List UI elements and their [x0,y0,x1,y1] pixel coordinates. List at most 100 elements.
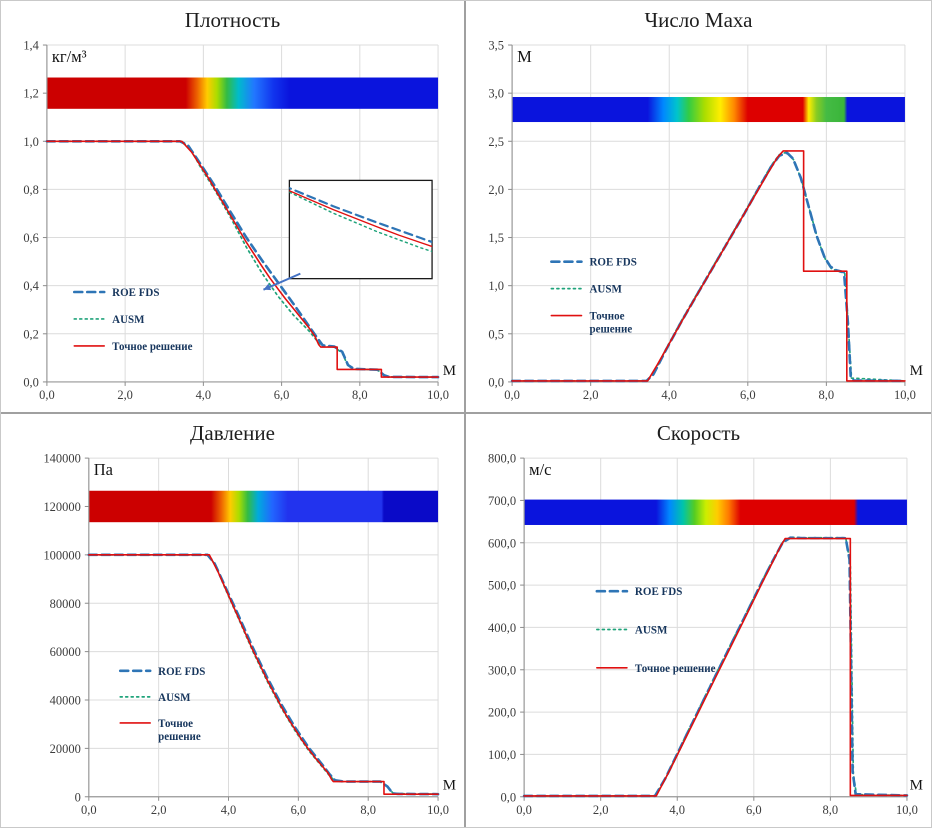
legend-label: AUSM [158,692,191,704]
x-tick-label: 8,0 [360,803,376,817]
x-tick-label: 6,0 [274,388,290,402]
colorbar-strip [524,499,907,525]
unit-label: Па [94,460,114,479]
x-tick-label: 2,0 [583,388,599,402]
x-axis-label: М [910,363,923,379]
pressure-plot: 0 20000 40000 60000 80000 100000 120000 140000 0… [43,452,456,817]
y-tick-label: 2,5 [488,135,504,149]
x-tick-label: 10,0 [427,388,449,402]
x-tick-label: 4,0 [661,388,677,402]
x-axis-label: М [443,778,456,794]
x-tick-label: 4,0 [196,388,212,402]
x-tick-label: 2,0 [593,803,609,817]
x-tick-label: 0,0 [39,388,55,402]
legend-label: AUSM [589,284,622,296]
legend-label-line: ROE FDS [158,666,205,678]
series-exact [511,150,906,382]
x-tick-label: 8,0 [352,388,368,402]
x-tick-label: 6,0 [291,803,307,817]
y-tick-label: 700,0 [488,494,516,508]
chart-title-velocity: Скорость [656,421,741,445]
x-tick-label: 6,0 [740,388,756,402]
colorbar-strip [46,77,439,109]
series-exact [88,554,439,795]
legend-label-line: Точное решение [635,663,716,675]
x-axis-label: М [910,778,923,794]
legend-label: AUSM [112,314,145,326]
mach-plot: 0,0 0,5 1,0 1,5 2,0 2,5 3,0 3,5 0,0 2,0 4,0 6,0 8,0 1… [488,39,923,402]
x-tick-label: 8,0 [823,803,839,817]
y-tick-label: 1,2 [23,87,39,101]
legend-label: ROE FDS [158,666,205,678]
chart-panel-velocity: Скорость 0,0 100,0 200,0 300,0 400,0 500,0 600… [466,414,931,827]
legend-label-line: решение [158,731,201,743]
x-tick-label: 10,0 [896,803,918,817]
legend-label: ROE FDS [112,287,159,299]
legend-label-line: AUSM [158,692,191,704]
colorbar-strip [88,490,439,523]
y-tick-label: 300,0 [488,663,516,677]
unit-label: кг/м³ [52,47,87,66]
y-tick-label: 0,0 [488,375,504,389]
y-tick-label: 1,4 [23,39,39,53]
y-tick-label: 40000 [50,693,81,707]
y-tick-label: 100000 [43,548,80,562]
y-tick-label: 1,5 [488,231,504,245]
y-tick-label: 0,2 [23,327,39,341]
chart-title-density: Плотность [184,8,281,32]
y-tick-label: 1,0 [488,279,504,293]
gridlines [511,44,906,383]
x-tick-label: 10,0 [894,388,916,402]
y-tick-label: 60000 [50,645,81,659]
unit-label: м/с [529,460,551,479]
y-tick-label: 200,0 [488,706,516,720]
y-tick-label: 500,0 [488,579,516,593]
series-ausm [511,151,906,382]
legend-label-line: Точное [589,311,624,323]
legend-label-line: Точное решение [112,341,192,353]
series-roe [510,151,907,383]
legend-label: Точное решение [589,311,632,336]
x-tick-label: 2,0 [117,388,133,402]
x-tick-label: 8,0 [819,388,835,402]
inset-zoom-box [288,179,433,280]
density-plot: 0,0 0,2 0,4 0,6 0,8 1,0 1,2 1,4 0,0 2,0 4,0 6,0 8,0 1… [23,39,456,402]
y-tick-label: 0,0 [500,790,516,804]
x-tick-label: 10,0 [427,803,449,817]
y-tick-label: 0,5 [488,327,504,341]
chart-panel-mach: Число Маха 0,0 0,5 1,0 1,5 2,0 2,5 3,0 3,5 0,0 2,… [466,1,931,414]
legend-label-line: ROE FDS [589,257,636,269]
legend-label: Точное решение [158,718,201,743]
y-tick-label: 80000 [50,597,81,611]
y-tick-label: 3,5 [488,39,504,53]
x-tick-label: 6,0 [746,803,762,817]
y-tick-label: 0,6 [23,231,39,245]
y-tick-label: 140000 [43,452,80,466]
series-exact [46,140,439,378]
legend-label: Точное решение [635,663,716,675]
legend-label: Точное решение [112,341,192,353]
legend-label: ROE FDS [635,586,682,598]
series-exact [523,537,908,797]
y-tick-label: 600,0 [488,536,516,550]
legend-label: AUSM [635,624,668,636]
y-tick-label: 1,0 [23,135,39,149]
legend-label-line: AUSM [112,314,145,326]
y-tick-label: 20000 [50,742,81,756]
series-roe [87,553,440,796]
legend-label: ROE FDS [589,257,636,269]
inset-series-exact [289,189,433,248]
series-ausm [87,554,439,795]
x-tick-label: 0,0 [516,803,532,817]
legend-label-line: AUSM [635,624,668,636]
y-tick-label: 120000 [43,500,80,514]
inset-series-group [289,186,433,253]
legend-label-line: решение [589,324,632,336]
legend-label-line: ROE FDS [635,586,682,598]
y-tick-label: 400,0 [488,621,516,635]
y-tick-label: 0,8 [23,183,39,197]
x-tick-label: 4,0 [669,803,685,817]
x-axis-label: М [443,363,456,379]
unit-label: М [517,47,532,66]
